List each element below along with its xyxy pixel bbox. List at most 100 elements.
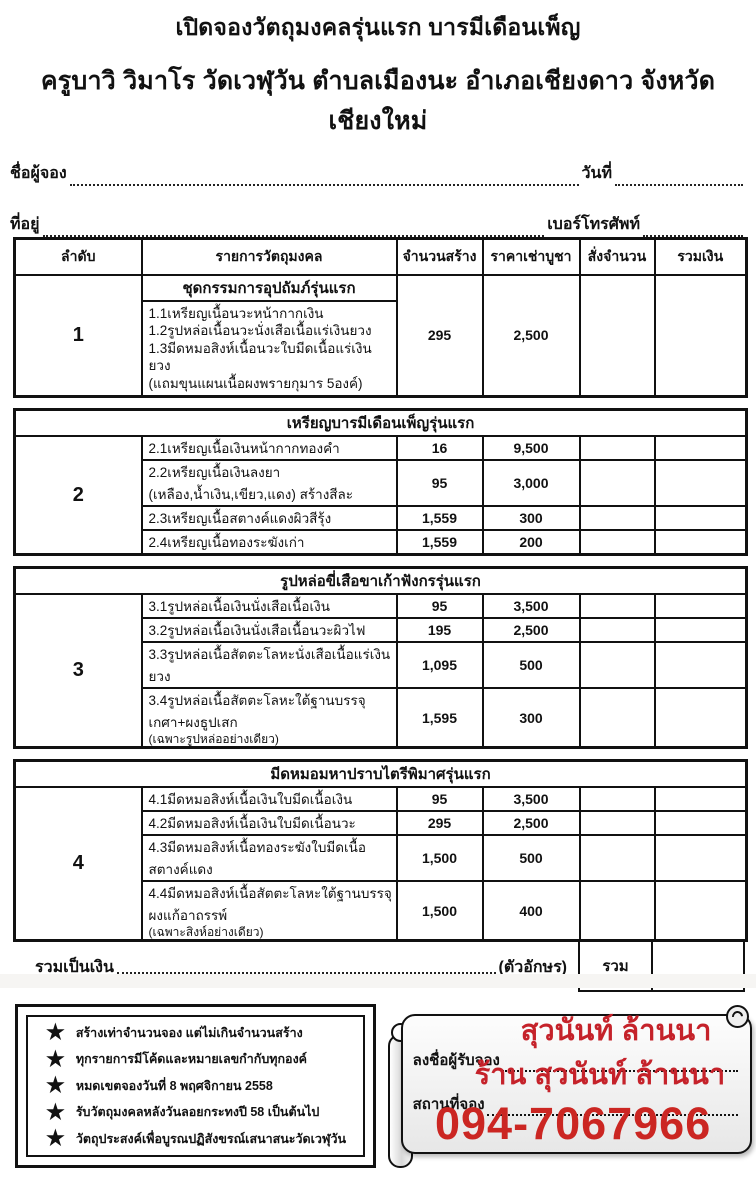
price: 2,500 [481,617,581,643]
order-qty-cell-1[interactable] [578,273,656,398]
qty-made: 95 [395,459,484,507]
order-qty-cell-2-2[interactable] [578,459,656,507]
total-cell-4-2[interactable] [653,810,748,836]
date-label: วันที่ [581,165,612,182]
order-qty-cell-3-3[interactable] [578,641,656,689]
order-table-section-3: รูปหล่อขี่เสือขาเก้าฟังกรรุ่นแรก 3 3.1รู… [13,566,749,749]
item-desc: 2.2เหรียญเนื้อเงินลงยา (เหลือง,น้ำเงิน,เ… [140,459,398,507]
order-qty-cell-3-2[interactable] [578,617,656,643]
order-qty-cell-4-2[interactable] [578,810,656,836]
total-cell-1[interactable] [653,273,748,398]
phone-label: เบอร์โทรศัพท์ [547,216,640,233]
note-text: วัตถุประสงค์เพื่อบูรณปฏิสังขรณ์เสนาสนะวั… [75,1131,347,1146]
note-item: ★ หมดเขตจองวันที่ 8 พฤศจิกายน 2558 [46,1073,359,1100]
total-cell-2-4[interactable] [653,529,748,556]
price: 3,000 [481,459,581,507]
phone-input[interactable] [643,220,743,237]
qty-made: 195 [395,617,484,643]
section-3-number: 3 [13,593,143,749]
order-qty-cell-3-4[interactable] [578,687,656,749]
item-desc: 4.4มีดหมอสิงห์เนื้อสัตตะโลหะใต้ฐานบรรจุผ… [140,880,398,942]
order-qty-cell-2-3[interactable] [578,505,656,531]
column-header-row: ลำดับ รายการวัตถุมงคล จำนวนสร้าง ราคาเช่… [13,237,748,276]
grand-total-amount-input[interactable] [116,960,496,974]
price: 9,500 [481,435,581,461]
price: 3,500 [481,786,581,812]
total-cell-4-1[interactable] [653,786,748,812]
star-icon: ★ [46,1047,65,1071]
total-cell-2-1[interactable] [653,435,748,461]
booking-stamp-scroll: ลงชื่อผู้รับจอง สุวนันท์ ล้านนา สถานที่จ… [387,1005,752,1180]
order-qty-cell-2-4[interactable] [578,529,656,556]
total-cell-3-1[interactable] [653,593,748,619]
item-desc: 3.3รูปหล่อเนื้อสัตตะโลหะนั่งเสือเนื้อแร่… [140,641,398,689]
price: 2,500 [481,810,581,836]
notes-box: ★ สร้างเท่าจำนวนจอง แต่ไม่เกินจำนวนสร้าง … [15,1004,376,1168]
order-qty-cell-4-4[interactable] [578,880,656,942]
item-desc: 4.3มีดหมอสิงห์เนื้อทองระฆังใบมีดเนื้อสตา… [140,834,398,882]
address-label: ที่อยู่ [10,216,40,233]
price: 3,500 [481,593,581,619]
total-cell-3-2[interactable] [653,617,748,643]
scroll-top-right-curl [726,1005,749,1028]
item-subline: (เฉพาะสิงห์อย่างเดียว) [148,925,264,939]
col-header-price: ราคาเช่าบูชา [481,237,581,276]
section-4-title: มีดหมอมหาปราบไตรีพิมาศรุ่นแรก [13,759,748,788]
total-cell-2-2[interactable] [653,459,748,507]
qty-made: 95 [395,786,484,812]
order-qty-cell-3-1[interactable] [578,593,656,619]
contact-phone-number: 094-7067966 [434,1098,712,1149]
total-cell-2-3[interactable] [653,505,748,531]
price: 400 [481,880,581,942]
total-cell-4-4[interactable] [653,880,748,942]
qty-made: 1,500 [395,880,484,942]
item-line: 4.4มีดหมอสิงห์เนื้อสัตตะโลหะใต้ฐานบรรจุผ… [148,886,392,923]
item-line: 1.2รูปหล่อเนื้อนวะนั่งเสือเนื้อแร่เงินยว… [148,323,372,338]
section-1-title: ชุดกรรมการอุปถัมภ์รุ่นแรก [140,273,398,302]
star-icon: ★ [46,1074,65,1097]
booker-name-input[interactable] [69,169,579,186]
qty-made: 1,559 [395,505,484,531]
order-qty-cell-4-3[interactable] [578,834,656,882]
item-desc: 4.2มีดหมอสิงห์เนื้อเงินใบมีดเนื้อนวะ [140,810,398,836]
qty-made: 1,500 [395,834,484,882]
col-header-no: ลำดับ [13,237,143,276]
section-1-price: 2,500 [481,273,581,398]
order-table-section-2: เหรียญบารมีเดือนเพ็ญรุ่นแรก 2 2.1เหรียญเ… [13,408,749,556]
notes-box-inner: ★ สร้างเท่าจำนวนจอง แต่ไม่เกินจำนวนสร้าง … [26,1015,365,1157]
order-qty-cell-2-1[interactable] [578,435,656,461]
page-bottom-strip [0,974,756,988]
item-desc: 2.1เหรียญเนื้อเงินหน้ากากทองคำ [140,435,398,461]
total-cell-4-3[interactable] [653,834,748,882]
item-desc: 2.3เหรียญเนื้อสตางค์แดงผิวสีรุ้ง [140,505,398,531]
note-item: ★ วัตถุประสงค์เพื่อบูรณปฏิสังขรณ์เสนาสนะว… [46,1126,359,1153]
address-input[interactable] [42,220,545,237]
item-line: (แถมขุนแผนเนื้อผงพรายกุมาร 5องค์) [148,375,363,391]
note-item: ★ สร้างเท่าจำนวนจอง แต่ไม่เกินจำนวนสร้าง [46,1020,359,1047]
receiver-name-stamp: สุวนันท์ ล้านนา [520,1015,712,1047]
date-input[interactable] [615,169,743,186]
item-line: 3.4รูปหล่อเนื้อสัตตะโลหะใต้ฐานบรรจุเกศา+… [148,693,366,730]
scroll-body: ลงชื่อผู้รับจอง สุวนันท์ ล้านนา สถานที่จ… [400,1014,752,1154]
total-cell-3-4[interactable] [653,687,748,749]
order-table-section-1: ลำดับ รายการวัตถุมงคล จำนวนสร้าง ราคาเช่… [13,237,748,398]
item-desc: 3.1รูปหล่อเนื้อเงินนั่งเสือเนื้อเงิน [140,593,398,619]
col-header-order-qty: สั่งจำนวน [578,237,656,276]
star-icon: ★ [46,1127,65,1150]
total-cell-3-3[interactable] [653,641,748,689]
section-3-title: รูปหล่อขี่เสือขาเก้าฟังกรรุ่นแรก [13,566,748,595]
item-desc: 3.4รูปหล่อเนื้อสัตตะโลหะใต้ฐานบรรจุเกศา+… [140,687,398,749]
order-table-section-4: มีดหมอมหาปราบไตรีพิมาศรุ่นแรก 4 4.1มีดหม… [13,759,748,942]
section-1-number: 1 [13,273,143,398]
col-header-item: รายการวัตถุมงคล [140,237,398,276]
qty-made: 295 [395,810,484,836]
order-qty-cell-4-1[interactable] [578,786,656,812]
price: 200 [481,529,581,556]
page-subtitle: ครูบาวิ วิมาโร วัดเวฬุวัน ตำบลเมืองนะ อำ… [40,67,716,135]
section-1-item-list: 1.1เหรียญเนื้อนวะหน้ากากเงิน 1.2รูปหล่อเ… [140,299,398,398]
col-header-qty-made: จำนวนสร้าง [395,237,484,276]
col-header-total: รวมเงิน [653,237,748,276]
item-subline: (เฉพาะรูปหล่ออย่างเดียว) [148,732,279,746]
grand-total-label: รวมเป็นเงิน [35,958,114,976]
price: 300 [481,505,581,531]
